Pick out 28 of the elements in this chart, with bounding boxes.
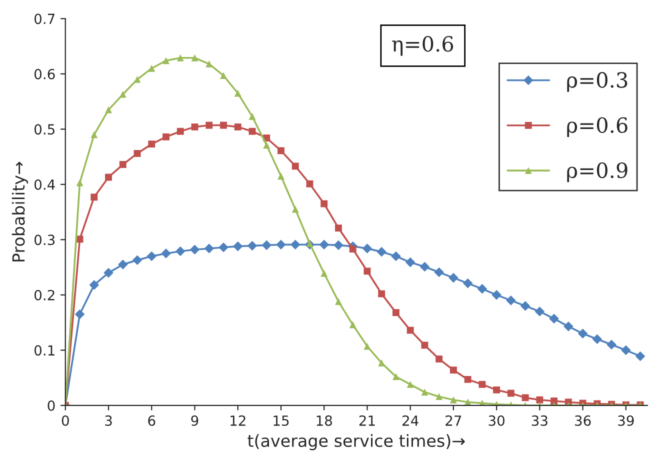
x-tick-label: 21	[359, 415, 375, 426]
y-tick-label: 0.4	[34, 179, 55, 190]
x-axis-title: t(average service times)→	[248, 434, 465, 450]
x-tick-label: 18	[316, 415, 332, 426]
x-tick-label: 12	[230, 415, 246, 426]
x-tick-label: 6	[148, 415, 156, 426]
x-tick-label: 15	[274, 416, 289, 426]
x-tick-label: 33	[532, 415, 548, 426]
y-tick-label: 0.1	[34, 345, 54, 356]
x-tick-label: 3	[105, 415, 112, 426]
y-tick-label: 0.7	[34, 14, 54, 24]
legend-label: ρ=0.6	[567, 117, 628, 138]
y-axis-title: Probability→	[12, 162, 28, 262]
legend-label: ρ=0.9	[567, 162, 628, 182]
x-tick-label: 9	[191, 415, 198, 426]
x-tick-label: 0	[62, 415, 69, 426]
y-tick-label: 0.5	[34, 124, 54, 135]
legend-label: ρ=0.3	[567, 72, 628, 92]
x-tick-label: 36	[575, 415, 591, 426]
x-tick-label: 39	[618, 415, 634, 426]
y-tick-label: 0.6	[34, 68, 55, 80]
x-tick-label: 27	[446, 415, 462, 426]
y-tick-label: 0	[48, 400, 55, 411]
x-tick-label: 30	[488, 415, 504, 426]
x-tick-label: 24	[402, 415, 418, 426]
y-tick-label: 0.3	[34, 234, 55, 246]
annotation: η=0.6	[392, 36, 454, 56]
y-tick-label: 0.2	[34, 290, 54, 300]
